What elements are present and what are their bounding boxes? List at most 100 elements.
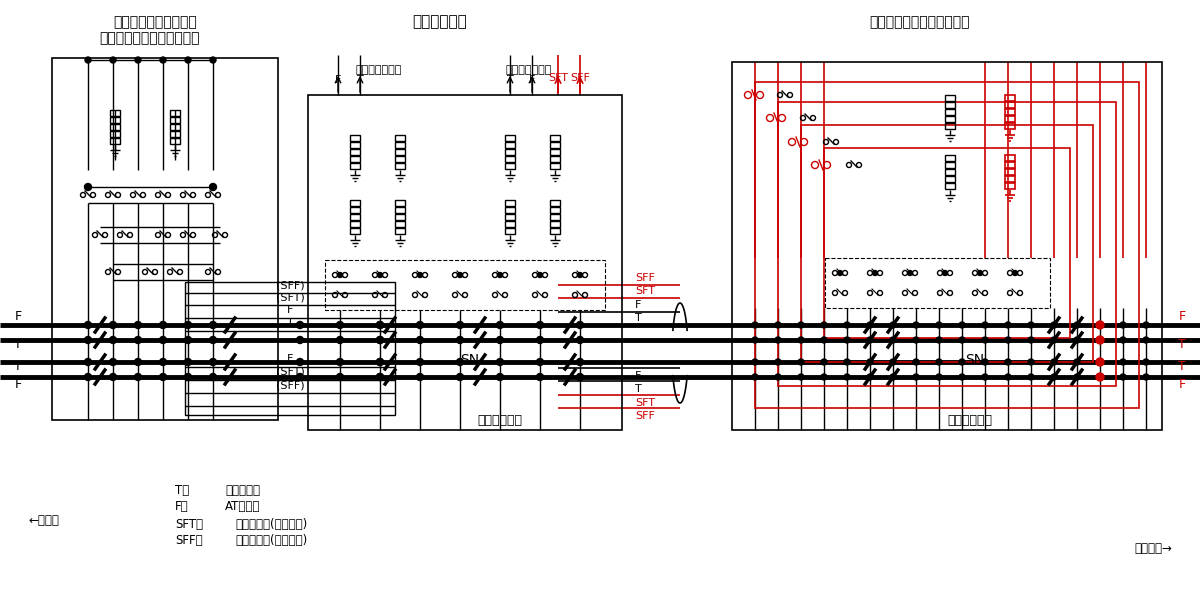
Bar <box>550 207 560 213</box>
Circle shape <box>84 184 91 191</box>
Circle shape <box>942 271 948 275</box>
Bar <box>946 169 955 175</box>
Circle shape <box>416 358 424 365</box>
Circle shape <box>1074 322 1080 328</box>
Circle shape <box>1096 358 1104 366</box>
Circle shape <box>866 374 874 380</box>
Circle shape <box>296 373 304 380</box>
Bar <box>550 228 560 234</box>
Bar <box>350 149 360 155</box>
Bar <box>946 183 955 189</box>
Bar <box>1006 162 1015 168</box>
Circle shape <box>85 57 91 63</box>
Circle shape <box>1028 359 1034 365</box>
Bar <box>110 110 120 116</box>
Circle shape <box>821 322 827 328</box>
Text: F: F <box>635 300 641 310</box>
Circle shape <box>84 322 91 329</box>
Circle shape <box>982 322 988 328</box>
Bar <box>308 95 622 430</box>
Circle shape <box>1006 337 1010 343</box>
Text: 中セクション: 中セクション <box>478 413 522 427</box>
Circle shape <box>872 271 877 275</box>
Circle shape <box>296 337 304 343</box>
Circle shape <box>576 337 583 343</box>
Circle shape <box>844 322 850 328</box>
Circle shape <box>913 359 919 365</box>
Bar <box>350 207 360 213</box>
Circle shape <box>775 322 781 328</box>
Circle shape <box>1097 359 1103 365</box>
Bar <box>505 221 515 227</box>
Bar <box>170 124 180 130</box>
Circle shape <box>456 322 463 329</box>
Circle shape <box>497 373 504 380</box>
Text: 新加古川補助き電線開閉所: 新加古川補助き電線開閉所 <box>870 15 971 29</box>
Circle shape <box>838 271 842 275</box>
Bar <box>110 117 120 123</box>
Circle shape <box>936 359 942 365</box>
Bar <box>550 142 560 148</box>
Text: F: F <box>14 311 22 323</box>
Text: SFF: SFF <box>635 411 655 421</box>
Bar <box>505 142 515 148</box>
Circle shape <box>185 322 192 329</box>
Circle shape <box>1074 359 1080 365</box>
Circle shape <box>336 358 343 365</box>
Text: ←博多方: ←博多方 <box>28 514 59 527</box>
Circle shape <box>1051 322 1057 328</box>
Bar <box>395 221 406 227</box>
Circle shape <box>160 373 167 380</box>
Circle shape <box>498 272 503 277</box>
Text: ATき電線: ATき電線 <box>226 500 260 514</box>
Bar <box>946 155 955 161</box>
Circle shape <box>866 337 874 343</box>
Circle shape <box>1028 322 1034 328</box>
Text: （旧　補助き電線開閉所）: （旧 補助き電線開閉所） <box>100 31 200 45</box>
Circle shape <box>890 322 896 328</box>
Bar <box>185 282 395 415</box>
Circle shape <box>890 337 896 343</box>
Circle shape <box>210 337 216 343</box>
Circle shape <box>798 374 804 380</box>
Bar <box>110 124 120 130</box>
Circle shape <box>982 374 988 380</box>
Circle shape <box>577 272 582 277</box>
Text: SFF: SFF <box>635 273 655 283</box>
Circle shape <box>1028 337 1034 343</box>
Bar <box>170 117 180 123</box>
Bar <box>1006 109 1015 115</box>
Circle shape <box>907 271 912 275</box>
Bar <box>395 207 406 213</box>
Circle shape <box>536 373 544 380</box>
Circle shape <box>134 373 142 380</box>
Bar <box>350 135 360 141</box>
Circle shape <box>1096 321 1104 329</box>
Circle shape <box>1120 322 1126 328</box>
Circle shape <box>1097 322 1103 328</box>
Circle shape <box>185 358 192 365</box>
Circle shape <box>775 374 781 380</box>
Circle shape <box>210 184 216 191</box>
Bar <box>1006 176 1015 182</box>
Circle shape <box>84 337 91 343</box>
Circle shape <box>890 359 896 365</box>
Circle shape <box>1096 336 1104 344</box>
Text: SFT：: SFT： <box>175 517 203 530</box>
Circle shape <box>1013 271 1018 275</box>
Circle shape <box>821 374 827 380</box>
Circle shape <box>1006 322 1010 328</box>
Bar <box>946 102 955 108</box>
Bar <box>505 163 515 169</box>
Circle shape <box>959 322 965 328</box>
Circle shape <box>210 57 216 63</box>
Circle shape <box>913 374 919 380</box>
Circle shape <box>1006 359 1010 365</box>
Circle shape <box>210 358 216 365</box>
Circle shape <box>336 337 343 343</box>
Bar <box>755 82 1139 408</box>
Text: 新竜野補助き電区分所: 新竜野補助き電区分所 <box>113 15 197 29</box>
Bar <box>350 214 360 220</box>
Bar <box>946 176 955 182</box>
Circle shape <box>377 337 384 343</box>
